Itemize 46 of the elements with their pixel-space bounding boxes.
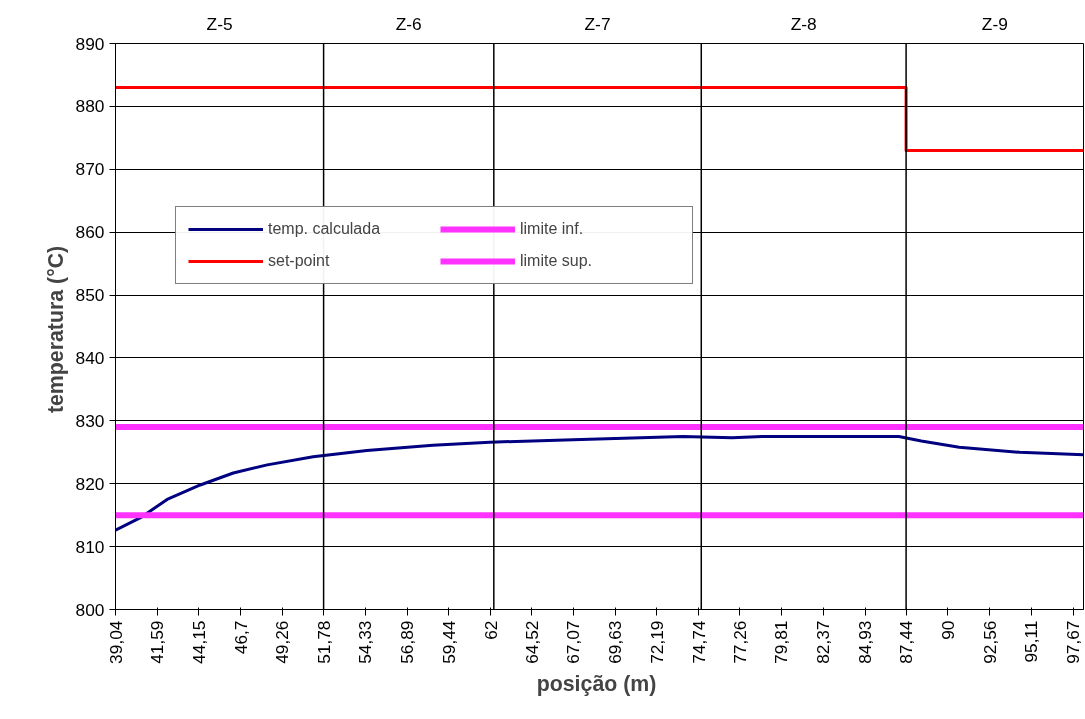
legend-label: limite inf. — [520, 220, 585, 238]
x-tick-label: 92,56 — [979, 620, 1000, 664]
x-tick-label: 59,44 — [438, 620, 459, 664]
x-tick-label: 49,26 — [272, 620, 293, 664]
text: Z-9 — [981, 13, 1008, 34]
text: Z-5 — [206, 13, 233, 34]
y-tick-label: 830 — [75, 410, 105, 431]
x-tick-label: 39,04 — [105, 620, 126, 664]
x-tick-label: 74,74 — [688, 620, 709, 664]
y-tick-label: 850 — [75, 285, 105, 306]
line-series — [115, 435, 1084, 532]
y-tick-label: 810 — [75, 536, 105, 557]
y-tick-label: 880 — [75, 96, 105, 117]
legend-label: set-point — [268, 252, 331, 270]
x-tick-label: 54,33 — [355, 620, 376, 664]
text: Z-7 — [584, 13, 611, 34]
x-tick-label: 95,11 — [1021, 620, 1042, 663]
x-tick-label: 90 — [937, 620, 958, 640]
x-tick-label: 84,93 — [855, 620, 876, 664]
x-tick-label: 41,59 — [147, 620, 168, 664]
legend-label: temp. calculada — [268, 220, 382, 238]
x-tick-label: 46,7 — [230, 620, 251, 655]
y-tick-label: 840 — [75, 347, 105, 368]
x-tick-label: 67,07 — [563, 620, 584, 664]
x-tick-label: 62 — [480, 620, 501, 640]
x-tick-label: 44,15 — [188, 620, 209, 664]
text: Z-8 — [790, 13, 817, 34]
text: Z-6 — [395, 13, 422, 34]
x-tick-label: 87,44 — [896, 620, 917, 664]
x-tick-label: 82,37 — [813, 620, 834, 664]
y-tick-label: 870 — [75, 159, 105, 180]
y-tick-label: 800 — [75, 599, 105, 620]
x-tick-label: 77,26 — [729, 620, 750, 664]
x-tick-label: 51,78 — [313, 620, 334, 664]
y-axis-title: temperatura (°C) — [43, 245, 68, 414]
x-tick-label: 72,19 — [647, 620, 667, 664]
x-tick-label: 64,52 — [521, 620, 542, 664]
x-axis-title: posição (m) — [536, 671, 657, 696]
x-tick-label: 97,67 — [1063, 620, 1084, 664]
y-tick-label: 820 — [75, 473, 105, 494]
y-tick-label: 860 — [75, 222, 105, 243]
y-tick-label: 890 — [75, 33, 105, 54]
legend-label: limite sup. — [520, 252, 594, 270]
x-tick-label: 56,89 — [397, 620, 418, 664]
x-tick-label: 79,81 — [771, 620, 792, 664]
x-tick-label: 69,63 — [605, 620, 626, 664]
